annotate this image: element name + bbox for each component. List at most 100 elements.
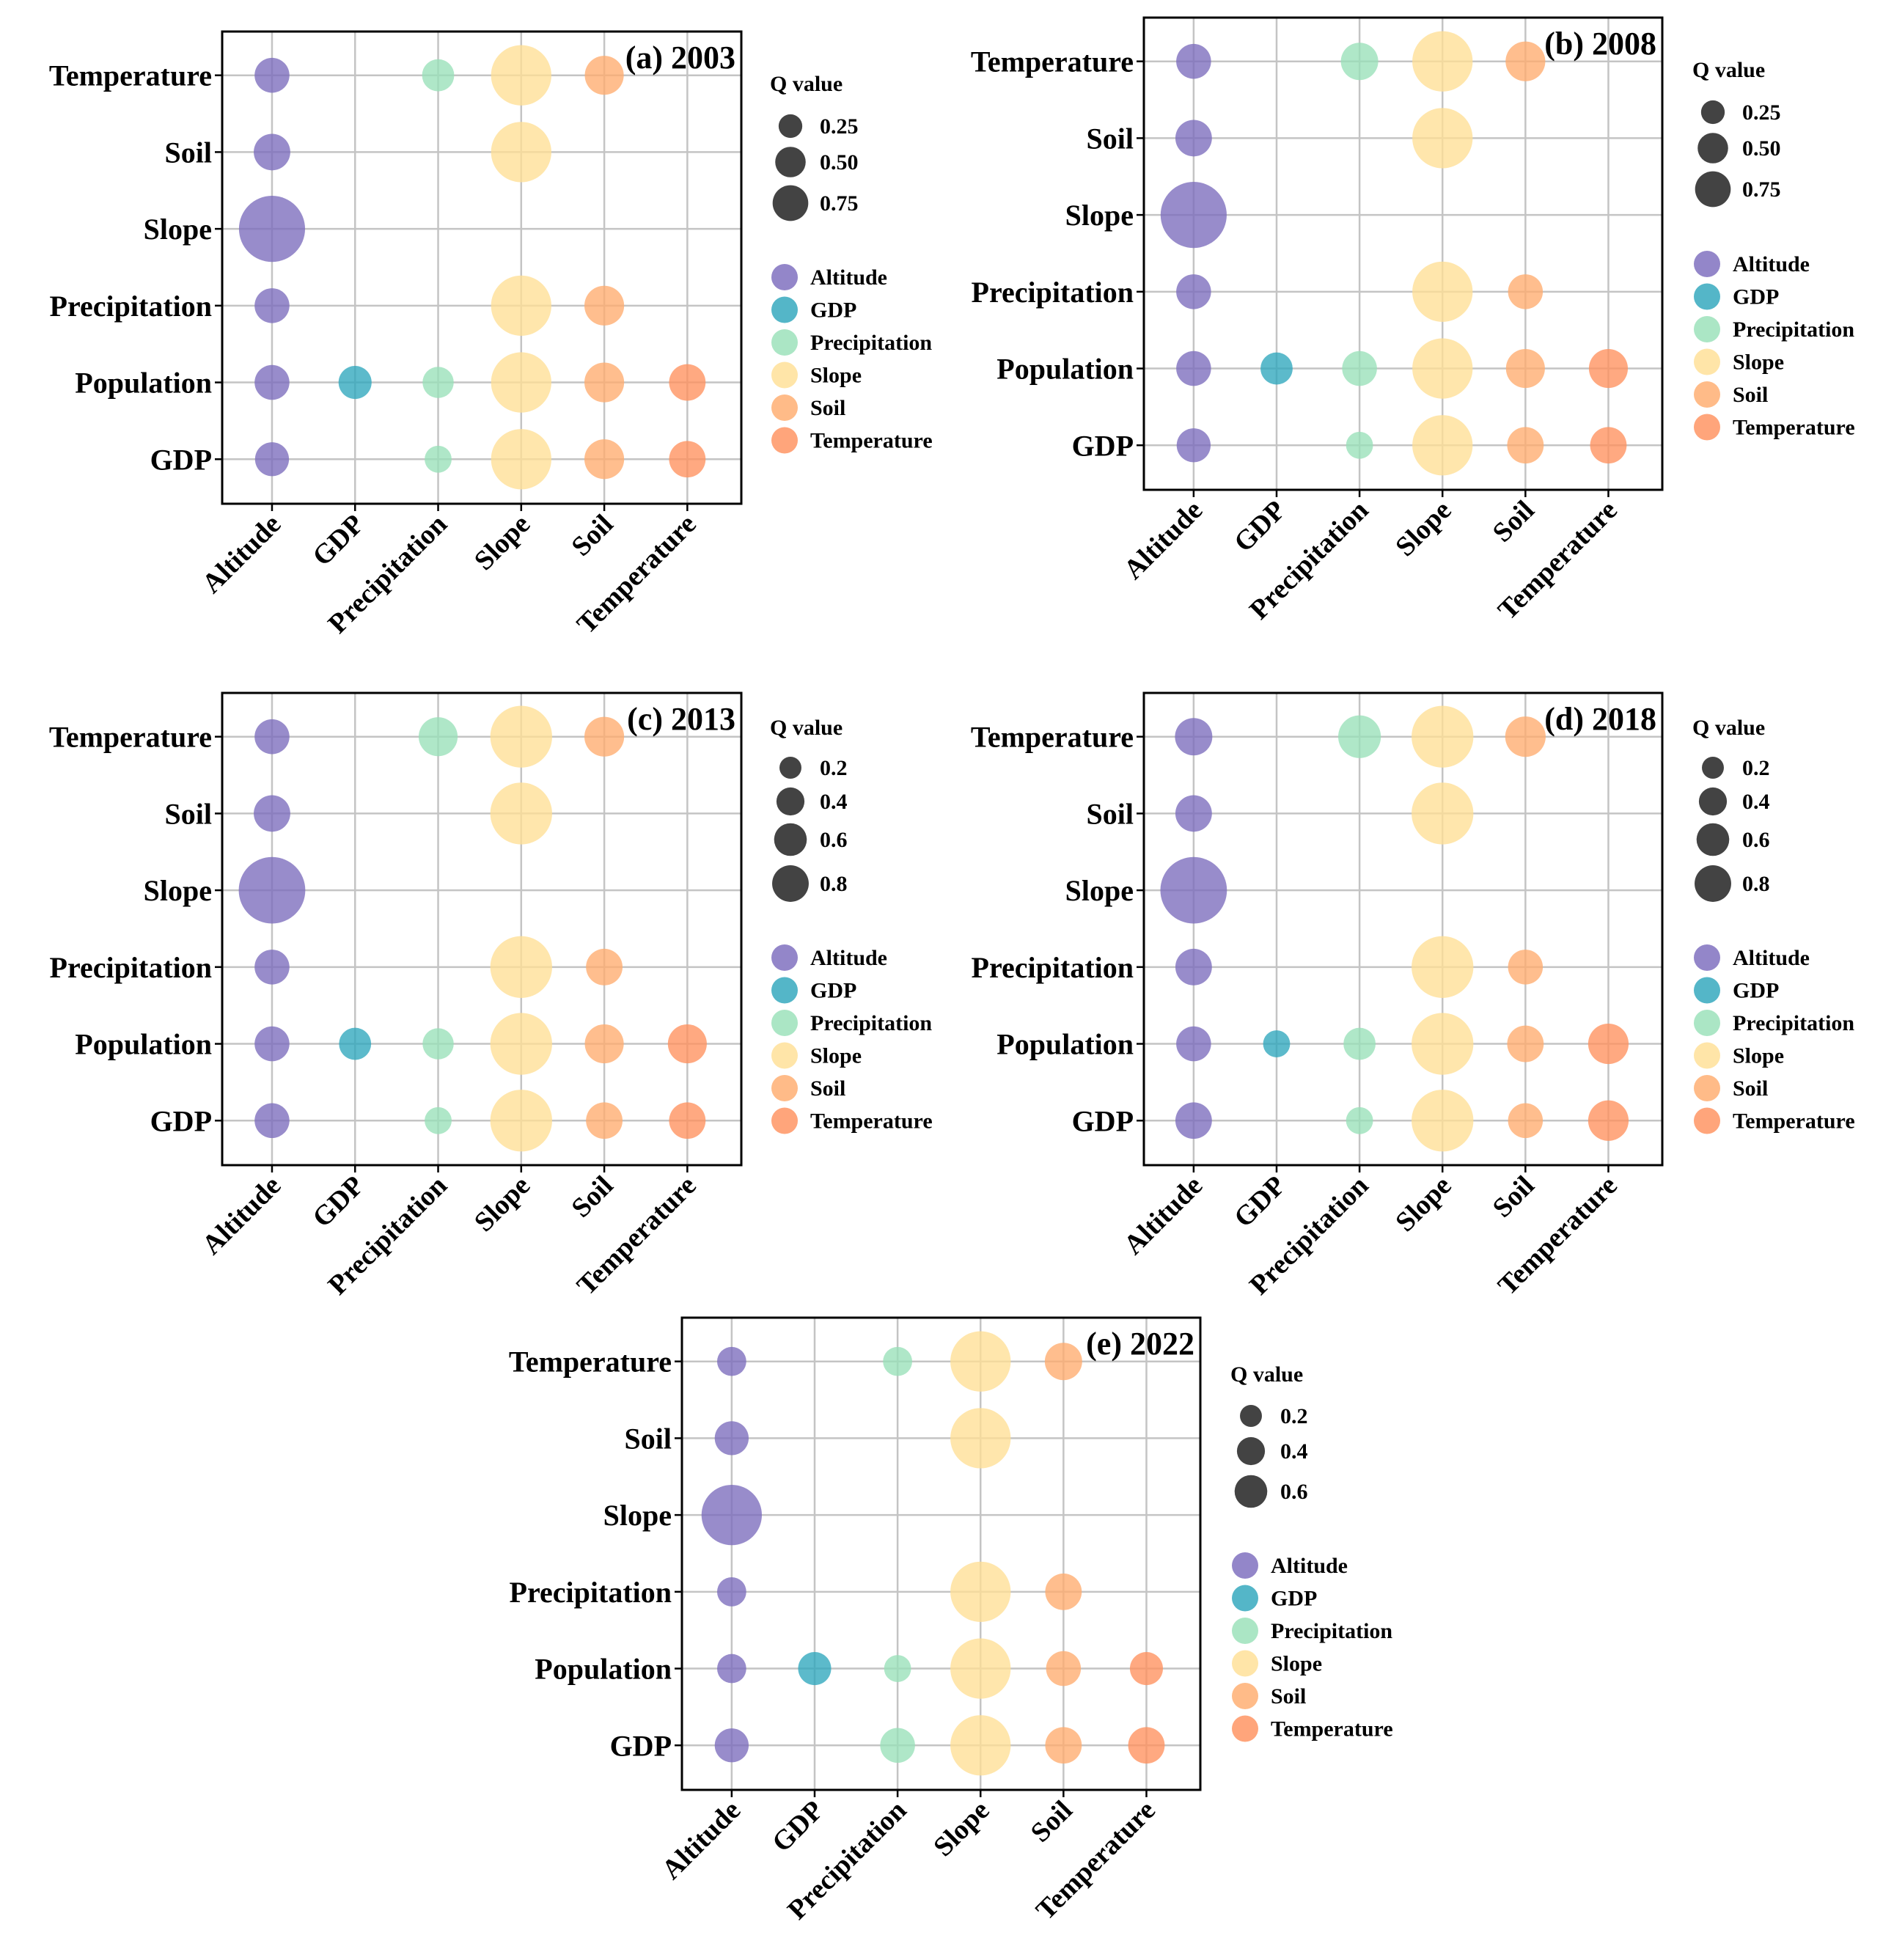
bubble-soil-gdp	[1508, 1103, 1544, 1139]
x-tick-label-soil: Soil	[565, 509, 619, 562]
y-tick-label-temperature: Temperature	[49, 59, 212, 92]
panel-title: (a) 2003	[625, 40, 735, 76]
color-legend-label-temperature: Temperature	[1271, 1717, 1393, 1741]
size-legend-marker	[1696, 823, 1730, 856]
bubble-precipitation-population	[422, 1028, 454, 1060]
size-legend: Q value 0.2 0.4 0.6	[1230, 1362, 1308, 1508]
bubble-slope-population	[1412, 338, 1473, 399]
y-tick-label-population: Population	[75, 1028, 212, 1061]
size-legend-marker	[1702, 757, 1724, 779]
y-tick-label-soil: Soil	[1087, 122, 1134, 155]
size-legend-label: 0.75	[820, 191, 859, 216]
bubble-slope-population	[1412, 1013, 1474, 1075]
color-legend-label-precipitation: Precipitation	[1733, 318, 1854, 342]
bubble-soil-population	[584, 1024, 624, 1064]
bubble-soil-gdp	[1507, 427, 1544, 464]
color-legend-marker-gdp	[1694, 977, 1720, 1004]
panel-title: (d) 2018	[1544, 701, 1656, 737]
bubble-altitude-population	[1176, 1026, 1211, 1062]
size-legend: Q value 0.25 0.50 0.75	[770, 72, 859, 221]
y-tick-label-precipitation: Precipitation	[972, 951, 1134, 984]
size-legend-label: 0.25	[820, 114, 859, 139]
size-legend-marker	[1236, 1436, 1266, 1466]
size-legend-label: 0.6	[1280, 1480, 1308, 1504]
size-legend-marker	[1234, 1475, 1268, 1508]
bubble-slope-temperature	[490, 705, 552, 768]
size-legend-marker	[1698, 787, 1728, 816]
panel-title: (e) 2022	[1086, 1326, 1194, 1362]
bubble-soil-precipitation	[584, 285, 625, 326]
y-tick-label-precipitation: Precipitation	[50, 951, 212, 984]
bubble-temperature-population	[667, 1024, 707, 1064]
bubble-slope-soil	[491, 122, 551, 183]
bubble-altitude-precipitation	[1175, 948, 1212, 985]
bubble-altitude-gdp	[714, 1728, 749, 1763]
bubble-altitude-gdp	[1175, 1102, 1212, 1139]
bubble-slope-temperature	[1412, 705, 1474, 768]
bubble-soil-gdp	[584, 439, 625, 480]
bubble-altitude-temperature	[254, 57, 290, 93]
panel-a-2003: GDP Population Precipitation Slope Soil Tempe…	[49, 30, 933, 640]
plot-frame	[1142, 16, 1664, 491]
bubble-temperature-gdp	[669, 1102, 706, 1139]
bubble-soil-population	[1046, 1651, 1082, 1686]
color-legend-label-soil: Soil	[1733, 383, 1768, 407]
x-tick-label-slope: Slope	[469, 1170, 536, 1238]
bubble-altitude-slope	[1160, 856, 1227, 924]
color-legend-marker-soil	[771, 394, 798, 421]
size-legend-label: 0.75	[1742, 177, 1781, 202]
color-legend-label-temperature: Temperature	[1733, 1109, 1855, 1134]
color-legend-marker-temperature	[771, 427, 798, 454]
bubble-gdp-population	[798, 1652, 832, 1686]
size-legend-label: 0.4	[1280, 1439, 1308, 1464]
bubble-soil-temperature	[1044, 1343, 1082, 1381]
size-legend-label: 0.4	[1742, 790, 1770, 814]
bubble-soil-population	[584, 362, 625, 403]
bubble-precipitation-temperature	[1340, 43, 1379, 81]
bubble-temperature-population	[1587, 1023, 1629, 1065]
color-legend-marker-gdp	[771, 977, 798, 1004]
bubble-precipitation-population	[884, 1655, 911, 1682]
x-tick-label-altitude: Altitude	[197, 509, 287, 600]
bubble-temperature-population	[1588, 348, 1629, 389]
y-tick-label-temperature: Temperature	[509, 1346, 672, 1379]
bubble-slope-soil	[1412, 782, 1474, 845]
x-tick-label-gdp: GDP	[307, 509, 370, 572]
size-legend-title: Q value	[770, 716, 843, 740]
size-legend-label: 0.4	[820, 790, 848, 814]
bubble-soil-precipitation	[1508, 950, 1544, 985]
size-legend: Q value 0.25 0.50 0.75	[1692, 58, 1781, 208]
bubble-slope-precipitation	[1412, 936, 1474, 998]
bubble-altitude-precipitation	[254, 288, 290, 323]
size-legend-label: 0.2	[1280, 1404, 1308, 1428]
y-tick-label-temperature: Temperature	[971, 721, 1134, 754]
size-legend-label: 0.6	[1742, 828, 1770, 852]
bubble-precipitation-gdp	[425, 1106, 452, 1134]
size-legend-marker	[1697, 133, 1728, 164]
panel-e-2022: GDP Population Precipitation Slope Soil Tempe…	[509, 1316, 1393, 1926]
bubble-precipitation-temperature	[422, 59, 455, 92]
bubble-soil-precipitation	[1045, 1573, 1082, 1610]
size-legend-marker	[772, 865, 809, 902]
bubble-slope-precipitation	[1412, 261, 1473, 322]
panel-c-2013: GDP Population Precipitation Slope Soil Tempe…	[49, 691, 933, 1302]
size-legend-title: Q value	[1230, 1362, 1303, 1387]
color-legend-label-altitude: Altitude	[810, 946, 887, 970]
color-legend-marker-temperature	[1694, 414, 1720, 441]
bubble-altitude-population	[1176, 350, 1211, 386]
bubble-soil-temperature	[584, 716, 625, 757]
size-legend-marker	[1700, 100, 1725, 125]
bubble-altitude-temperature	[254, 719, 290, 755]
size-legend-label: 0.2	[1742, 756, 1770, 780]
y-tick-label-soil: Soil	[1087, 797, 1134, 830]
bubble-precipitation-population	[1342, 350, 1377, 386]
color-legend-label-precipitation: Precipitation	[1271, 1619, 1392, 1643]
color-legend-marker-precipitation	[771, 1010, 798, 1036]
x-tick-label-slope: Slope	[928, 1795, 995, 1862]
color-legend-marker-altitude	[1232, 1552, 1258, 1579]
bubble-temperature-gdp	[1128, 1727, 1165, 1764]
color-legend-label-temperature: Temperature	[810, 429, 933, 453]
color-legend-marker-soil	[1694, 1075, 1720, 1101]
plot-frame	[680, 1316, 1202, 1791]
plot-frame	[1142, 691, 1664, 1167]
